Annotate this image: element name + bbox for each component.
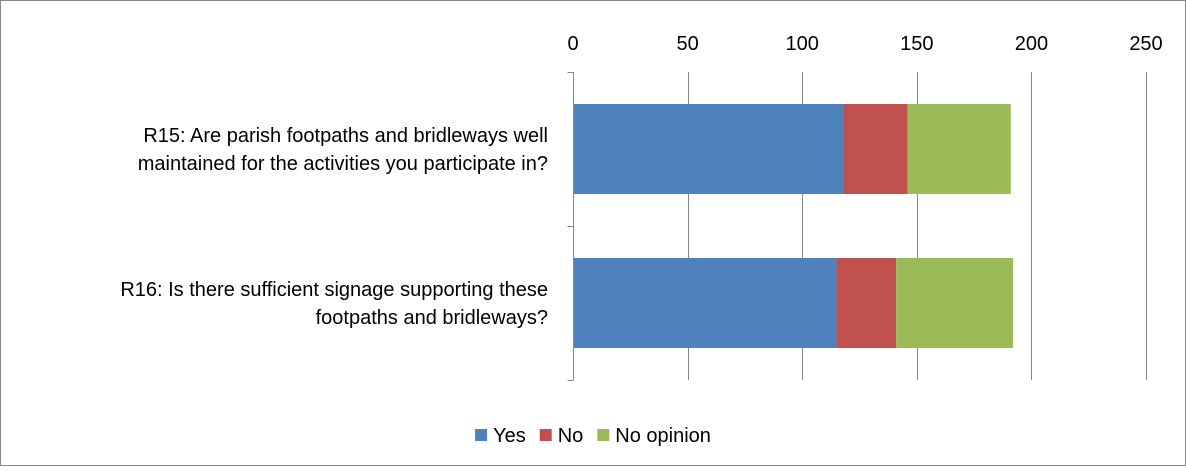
category-label: R16: Is there sufficient signage support… [120, 279, 548, 301]
legend-label: No opinion [615, 425, 711, 447]
category-label: R15: Are parish footpaths and bridleways… [143, 125, 548, 147]
x-tick-label: 250 [1129, 33, 1162, 55]
legend-item-no: No [539, 425, 584, 447]
legend-swatch [475, 429, 488, 441]
category-label: maintained for the activities you partic… [138, 153, 548, 175]
bar-segment-no-opinion [896, 258, 1014, 348]
bar-segment-yes [573, 104, 844, 194]
x-tick-label: 0 [567, 33, 578, 55]
category-label: footpaths and bridleways? [316, 307, 548, 329]
legend-item-no-opinion: No opinion [597, 425, 711, 447]
legend: Yes No No opinion [475, 425, 711, 447]
legend-swatch [539, 429, 552, 441]
labels: 0 50 100 150 200 250 R15: Are parish footpaths… [120, 33, 1162, 329]
axes [567, 72, 574, 381]
x-tick-label: 50 [676, 33, 698, 55]
bar-segment-no [836, 258, 897, 348]
x-tick-label: 200 [1015, 33, 1048, 55]
legend-label: Yes [493, 425, 526, 447]
bars [573, 104, 1014, 348]
legend-label: No [558, 425, 584, 447]
legend-swatch [597, 429, 610, 441]
bar-segment-no [843, 104, 908, 194]
x-tick-label: 100 [786, 33, 819, 55]
bar-segment-yes [573, 258, 837, 348]
x-tick-label: 150 [900, 33, 933, 55]
bar-segment-no-opinion [907, 104, 1011, 194]
legend-item-yes: Yes [475, 425, 526, 447]
